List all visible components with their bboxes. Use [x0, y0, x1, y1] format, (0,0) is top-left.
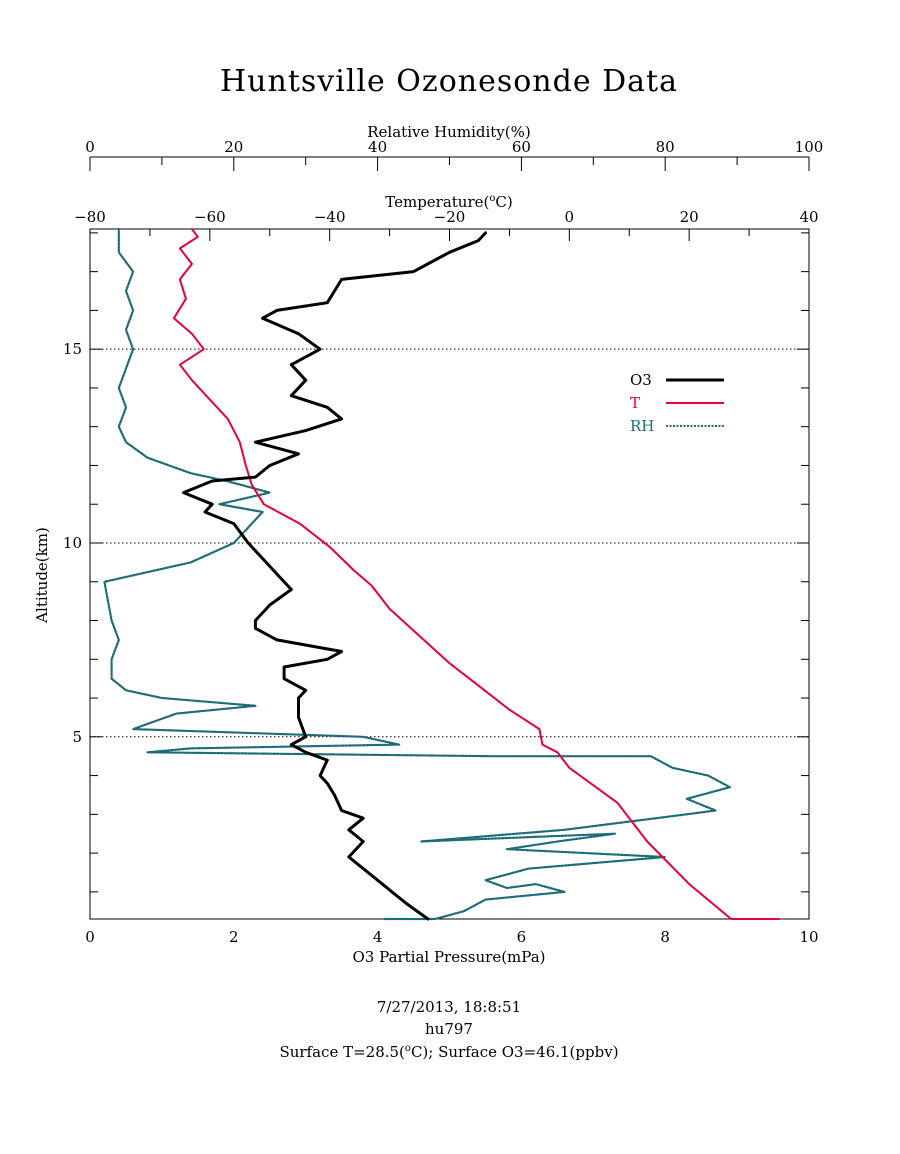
legend-label: O3 — [630, 371, 652, 389]
temperature-tick-label: −20 — [434, 208, 466, 226]
plot-frame — [89, 228, 810, 920]
footer-datetime: 7/27/2013, 18:8:51 — [377, 998, 521, 1016]
temperature-tick-label: 0 — [565, 208, 575, 226]
footer-surface: Surface T=28.5(oC); Surface O3=46.1(ppbv… — [279, 1043, 618, 1061]
legend: O3 T RH — [630, 371, 724, 435]
altitude-tick-label: 15 — [63, 340, 82, 358]
o3-tick-label: 8 — [660, 928, 670, 946]
temperature-tick-label: −60 — [194, 208, 226, 226]
dotted-gridlines — [90, 348, 809, 738]
chart-title: Huntsville Ozonesonde Data — [220, 64, 678, 99]
series-layer — [103, 227, 780, 921]
o3-tick-label: 4 — [373, 928, 383, 946]
rh-tick-label: 60 — [512, 138, 531, 156]
temperature-axis-title: Temperature(oC) — [385, 193, 513, 211]
o3-axis-title: O3 Partial Pressure(mPa) — [352, 948, 545, 966]
footer-surface-prefix: Surface T=28.5( — [279, 1043, 404, 1061]
temperature-axis-title-prefix: Temperature( — [385, 193, 489, 211]
altitude-axis: 5 10 15 — [63, 232, 809, 893]
o3-tick-label: 6 — [517, 928, 527, 946]
legend-label: RH — [630, 417, 654, 435]
footer-surface-sup: o — [405, 1043, 411, 1054]
temperature-tick-label: −40 — [314, 208, 346, 226]
rh-axis-title: Relative Humidity(%) — [367, 123, 530, 141]
temperature-axis-title-suffix: C) — [495, 193, 512, 211]
o3-series-line — [182, 231, 487, 921]
temperature-tick-label: −80 — [74, 208, 106, 226]
rh-tick-label: 20 — [224, 138, 243, 156]
o3-tick-label: 0 — [85, 928, 95, 946]
o3-axis: 0 2 4 6 8 10 — [85, 928, 818, 946]
o3-tick-label: 2 — [229, 928, 239, 946]
rh-axis: 0 20 40 60 80 100 — [85, 138, 823, 171]
altitude-tick-label: 5 — [72, 728, 82, 746]
rh-tick-label: 80 — [656, 138, 675, 156]
temperature-axis: −80 −60 −40 −20 0 20 40 — [74, 208, 819, 241]
footer-surface-suffix: C); Surface O3=46.1(ppbv) — [411, 1043, 619, 1061]
rh-series-line — [103, 227, 732, 921]
legend-label: T — [630, 394, 640, 412]
temperature-series-line — [172, 228, 780, 920]
rh-tick-label: 100 — [795, 138, 824, 156]
temperature-tick-label: 20 — [680, 208, 699, 226]
temperature-tick-label: 40 — [799, 208, 818, 226]
footer-id: hu797 — [425, 1020, 473, 1038]
rh-tick-label: 0 — [85, 138, 95, 156]
altitude-axis-title: Altitude(km) — [33, 527, 51, 624]
rh-tick-label: 40 — [368, 138, 387, 156]
o3-tick-label: 10 — [799, 928, 818, 946]
temperature-axis-title-sup: o — [489, 193, 495, 204]
altitude-tick-label: 10 — [63, 534, 82, 552]
